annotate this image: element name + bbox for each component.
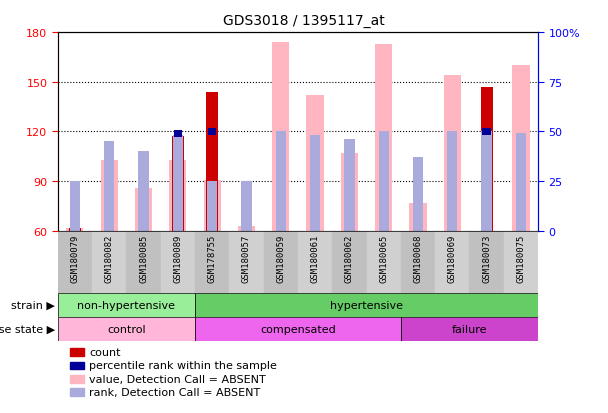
Text: GSM180075: GSM180075 xyxy=(516,235,525,282)
Text: disease state ▶: disease state ▶ xyxy=(0,324,55,334)
Text: GSM180062: GSM180062 xyxy=(345,235,354,282)
Bar xyxy=(480,88,492,231)
Bar xyxy=(69,228,81,231)
Bar xyxy=(92,231,126,293)
Bar xyxy=(173,131,182,138)
Bar xyxy=(375,45,392,231)
Bar xyxy=(173,136,183,231)
Bar xyxy=(172,137,184,231)
Text: count: count xyxy=(89,347,120,357)
Text: GSM180061: GSM180061 xyxy=(311,235,320,282)
Bar xyxy=(367,231,401,293)
Text: non-hypertensive: non-hypertensive xyxy=(77,300,175,310)
Text: GSM180069: GSM180069 xyxy=(448,235,457,282)
Bar xyxy=(469,231,504,293)
Text: rank, Detection Call = ABSENT: rank, Detection Call = ABSENT xyxy=(89,387,260,397)
Bar xyxy=(58,317,195,341)
Bar xyxy=(482,132,492,231)
Bar xyxy=(435,231,469,293)
Bar xyxy=(195,293,538,317)
Bar xyxy=(101,160,118,231)
Bar xyxy=(513,66,530,231)
Text: GSM180059: GSM180059 xyxy=(276,235,285,282)
Bar xyxy=(70,389,83,396)
Text: GDS3018 / 1395117_at: GDS3018 / 1395117_at xyxy=(223,14,385,28)
Text: GSM180065: GSM180065 xyxy=(379,235,388,282)
Bar xyxy=(208,129,216,135)
Bar xyxy=(401,317,538,341)
Bar xyxy=(444,76,461,231)
Bar xyxy=(70,182,80,231)
Bar xyxy=(332,231,367,293)
Bar xyxy=(70,362,83,369)
Bar xyxy=(70,348,83,356)
Bar xyxy=(264,231,298,293)
Text: GSM180057: GSM180057 xyxy=(242,235,251,282)
Text: failure: failure xyxy=(452,324,487,334)
Text: compensated: compensated xyxy=(260,324,336,334)
Bar xyxy=(139,152,149,231)
Bar xyxy=(272,43,289,231)
Text: GSM180079: GSM180079 xyxy=(71,235,80,282)
Bar xyxy=(241,182,252,231)
Text: GSM178755: GSM178755 xyxy=(208,235,216,282)
Bar xyxy=(238,226,255,231)
Bar xyxy=(409,203,427,231)
Bar xyxy=(135,188,152,231)
Bar xyxy=(207,182,217,231)
Bar xyxy=(161,231,195,293)
Bar xyxy=(341,154,358,231)
Bar xyxy=(275,132,286,231)
Text: GSM180073: GSM180073 xyxy=(482,235,491,282)
Bar xyxy=(482,129,491,135)
Bar xyxy=(104,142,114,231)
Bar xyxy=(58,231,92,293)
Text: GSM180089: GSM180089 xyxy=(173,235,182,282)
Bar xyxy=(66,228,83,231)
Text: value, Detection Call = ABSENT: value, Detection Call = ABSENT xyxy=(89,374,266,384)
Bar xyxy=(229,231,264,293)
Bar xyxy=(306,96,323,231)
Text: percentile rank within the sample: percentile rank within the sample xyxy=(89,361,277,370)
Text: GSM180082: GSM180082 xyxy=(105,235,114,282)
Bar xyxy=(195,231,229,293)
Text: strain ▶: strain ▶ xyxy=(11,300,55,310)
Bar xyxy=(413,158,423,231)
Bar xyxy=(401,231,435,293)
Bar xyxy=(504,231,538,293)
Bar xyxy=(206,93,218,231)
Bar xyxy=(298,231,332,293)
Text: GSM180085: GSM180085 xyxy=(139,235,148,282)
Bar xyxy=(516,134,526,231)
Bar xyxy=(447,132,457,231)
Bar xyxy=(58,293,195,317)
Text: GSM180068: GSM180068 xyxy=(413,235,423,282)
Text: control: control xyxy=(107,324,146,334)
Text: hypertensive: hypertensive xyxy=(330,300,403,310)
Bar xyxy=(344,140,354,231)
Bar xyxy=(169,160,187,231)
Bar xyxy=(70,375,83,382)
Bar xyxy=(310,136,320,231)
Bar xyxy=(195,317,401,341)
Bar xyxy=(126,231,161,293)
Bar xyxy=(379,132,389,231)
Bar xyxy=(204,180,221,231)
